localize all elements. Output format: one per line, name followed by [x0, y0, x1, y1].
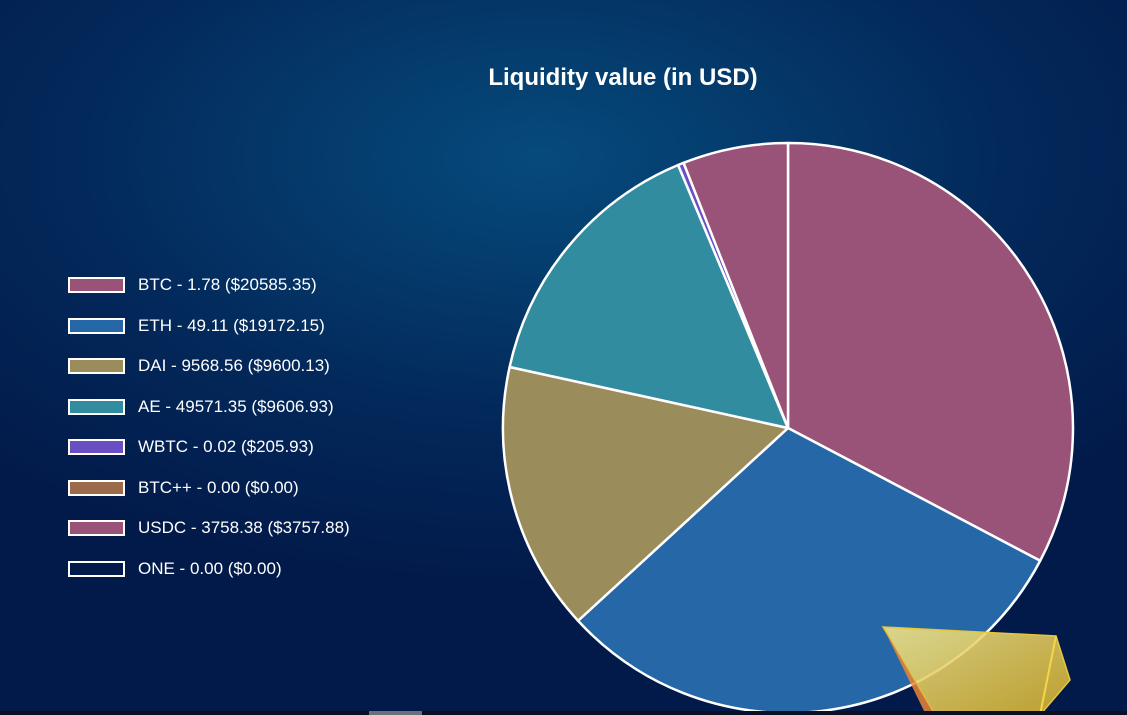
- legend-swatch: [68, 479, 125, 496]
- legend-item[interactable]: DAI - 9568.56 ($9600.13): [68, 356, 350, 376]
- legend-item[interactable]: USDC - 3758.38 ($3757.88): [68, 518, 350, 538]
- legend-swatch: [68, 398, 125, 415]
- pie-slice[interactable]: [786, 141, 1075, 563]
- chart-title: Liquidity value (in USD): [488, 64, 758, 91]
- pie-slice[interactable]: [508, 163, 790, 430]
- pie-slice[interactable]: [501, 365, 790, 622]
- legend-item[interactable]: BTC - 1.78 ($20585.35): [68, 275, 350, 295]
- legend-swatch: [68, 520, 125, 536]
- legend-swatch: [68, 439, 125, 455]
- legend-swatch: [68, 317, 125, 334]
- horizontal-scrollbar-thumb[interactable]: [369, 711, 422, 715]
- legend-item[interactable]: ONE - 0.00 ($0.00): [68, 559, 350, 579]
- legend-item[interactable]: AE - 49571.35 ($9606.93): [68, 397, 350, 417]
- legend-label: USDC - 3758.38 ($3757.88): [138, 518, 350, 537]
- legend-label: DAI - 9568.56 ($9600.13): [138, 356, 330, 375]
- legend-item[interactable]: BTC++ - 0.00 ($0.00): [68, 478, 350, 498]
- legend-label: ETH - 49.11 ($19172.15): [138, 315, 325, 335]
- bottom-strip: [0, 711, 1127, 715]
- legend-label: AE - 49571.35 ($9606.93): [138, 396, 334, 416]
- decorative-toy-shape: [881, 626, 1071, 715]
- chart-legend: BTC - 1.78 ($20585.35) ETH - 49.11 ($1917…: [68, 275, 350, 599]
- legend-label: BTC++ - 0.00 ($0.00): [138, 477, 299, 497]
- legend-swatch: [68, 358, 125, 374]
- legend-item[interactable]: ETH - 49.11 ($19172.15): [68, 316, 350, 336]
- legend-swatch: [68, 560, 125, 577]
- legend-item[interactable]: WBTC - 0.02 ($205.93): [68, 437, 350, 457]
- pie-slice[interactable]: [682, 141, 790, 430]
- legend-label: ONE - 0.00 ($0.00): [138, 558, 282, 578]
- legend-label: BTC - 1.78 ($20585.35): [138, 275, 317, 294]
- legend-label: WBTC - 0.02 ($205.93): [138, 437, 314, 456]
- legend-swatch: [68, 277, 125, 293]
